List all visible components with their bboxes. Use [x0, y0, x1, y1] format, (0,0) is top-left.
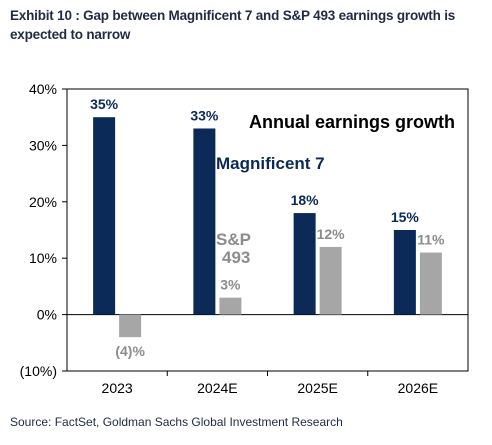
x-category-label: 2024E [197, 380, 237, 396]
bar-sp-493 [419, 252, 442, 315]
data-label-magnificent-7: 33% [190, 107, 219, 123]
x-category-label: 2026E [398, 380, 438, 396]
bar-sp-493 [119, 314, 142, 338]
y-tick-label: 10% [29, 250, 57, 266]
series-label-493: 493 [222, 248, 250, 267]
bar-magnificent-7 [93, 117, 116, 315]
bar-magnificent-7 [293, 213, 316, 315]
data-label-sp-493: 3% [220, 277, 241, 293]
x-category-label: 2023 [102, 380, 133, 396]
y-tick-label: 20% [29, 194, 57, 210]
source-note: Source: FactSet, Goldman Sachs Global In… [10, 415, 343, 429]
data-label-sp-493: (4)% [115, 343, 145, 359]
bar-sp-493 [219, 297, 242, 315]
data-label-magnificent-7: 35% [90, 96, 119, 112]
y-tick-label: 0% [37, 307, 57, 323]
bar-magnificent-7 [193, 128, 216, 315]
y-tick-label: 40% [29, 81, 57, 97]
data-label-magnificent-7: 18% [291, 192, 320, 208]
bar-sp-493 [319, 246, 342, 315]
chart-title: Exhibit 10 : Gap between Magnificent 7 a… [10, 8, 456, 42]
data-label-sp-493: 12% [317, 226, 346, 242]
y-tick-label: 30% [29, 137, 57, 153]
data-label-magnificent-7: 15% [391, 209, 420, 225]
chart-inner-title: Annual earnings growth [249, 112, 455, 132]
y-tick-label: (10%) [20, 363, 57, 379]
series-label-magnificent-7: Magnificent 7 [216, 154, 325, 173]
series-label-sp: S&P [216, 230, 251, 249]
x-category-label: 2025E [297, 380, 337, 396]
data-label-sp-493: 11% [417, 232, 445, 248]
bar-magnificent-7 [393, 230, 416, 315]
